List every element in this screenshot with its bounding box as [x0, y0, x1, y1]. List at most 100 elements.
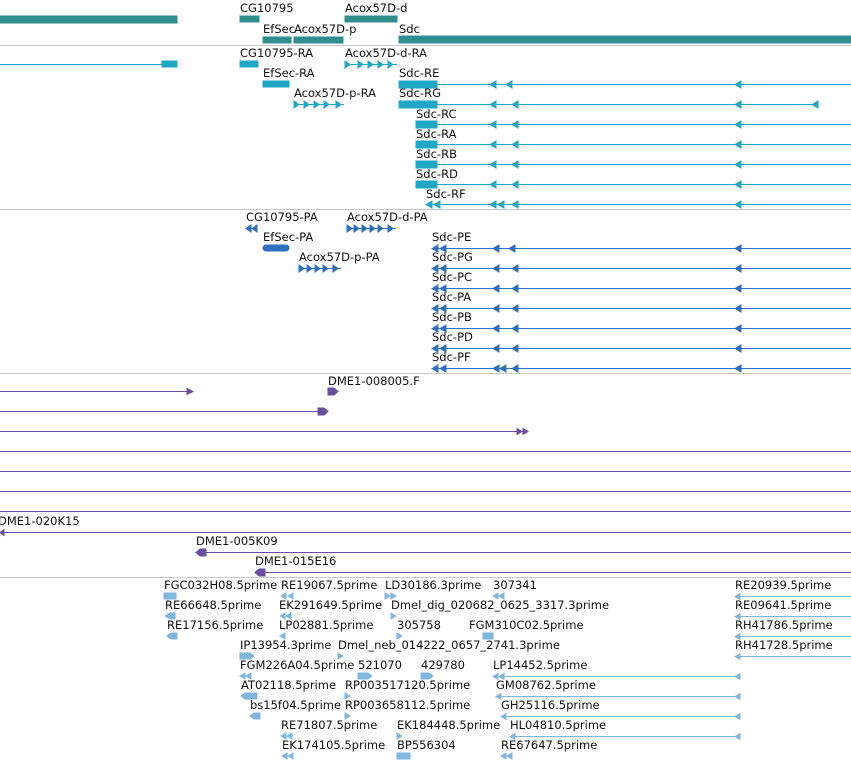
est-ek184448[interactable] [396, 732, 403, 740]
est-rp003658112[interactable] [344, 712, 351, 720]
protein-sdc-pf[interactable] [431, 364, 851, 373]
est-hl04810[interactable] [509, 732, 741, 741]
est-gm08762[interactable] [495, 692, 741, 701]
est-fgc032h08[interactable] [163, 592, 177, 600]
gene-label-acox57d-p: Acox57D-p [294, 22, 356, 36]
protein-sdc-pg[interactable] [431, 264, 851, 273]
est-label-fgm310c02: FGM310C02.5prime [469, 618, 584, 632]
est-rp003517120[interactable] [344, 692, 351, 700]
track-separators [0, 45, 851, 578]
est-label-429780: 429780 [421, 658, 465, 672]
transcript-sdc-ra[interactable] [415, 140, 851, 149]
transcript-left-exon[interactable] [161, 60, 178, 68]
est-dmel-neb[interactable] [337, 652, 344, 660]
est-label-307341: 307341 [493, 578, 537, 592]
est-label-ek184448: EK184448.5prime [397, 718, 500, 732]
est-ld30186[interactable] [384, 592, 397, 600]
transcript-sdc-rb[interactable] [415, 160, 851, 169]
est-label-bs15f04: bs15f04.5prime [250, 698, 341, 712]
gene-feature-left[interactable] [0, 15, 178, 24]
protein-cg10795-pa[interactable] [245, 224, 258, 233]
est-at02118[interactable] [240, 692, 258, 700]
est-re20939[interactable] [734, 592, 851, 601]
est-re19067[interactable] [280, 592, 294, 600]
gene-label-efsec: EfSec [263, 22, 295, 36]
est-gh25116[interactable] [500, 712, 741, 721]
gene-label-acox57d-d: Acox57D-d [345, 1, 407, 15]
protein-sdc-pa[interactable] [431, 304, 851, 313]
est-dmel-dig[interactable] [390, 612, 397, 620]
clone-feature-dme1-005k09[interactable] [195, 548, 851, 557]
est-re71807[interactable] [280, 732, 293, 740]
est-fgm310c02[interactable] [482, 632, 494, 640]
est-re09641[interactable] [734, 612, 851, 621]
est-305758[interactable] [396, 632, 403, 640]
est-rh41786[interactable] [734, 632, 851, 641]
gene-track: CG10795 EfSec Acox57D-p Acox57D-d Sdc [0, 1, 851, 44]
clone-label-dme1-015e16: DME1-015E16 [255, 554, 336, 568]
est-521070[interactable] [357, 672, 373, 680]
transcript-label-efsec-ra: EfSec-RA [263, 66, 315, 80]
est-label-re19067: RE19067.5prime [281, 578, 377, 592]
gene-feature-efsec[interactable] [262, 36, 292, 44]
protein-sdc-pd[interactable] [431, 344, 851, 353]
protein-sdc-pb[interactable] [431, 324, 851, 333]
transcript-label-acox57d-d-ra: Acox57D-d-RA [345, 46, 427, 60]
est-bs15f04[interactable] [249, 712, 261, 720]
est-ek174105[interactable] [281, 752, 294, 760]
est-re17156[interactable] [166, 632, 178, 640]
est-label-re20939: RE20939.5prime [735, 578, 831, 592]
est-label-lp02881: LP02881.5prime [279, 618, 373, 632]
transcript-sdc-re[interactable] [398, 80, 851, 89]
protein-acox57d-p-pa[interactable] [298, 264, 341, 273]
clone-feature-3[interactable] [0, 427, 529, 436]
est-label-hl04810: HL04810.5prime [510, 718, 606, 732]
est-fgm226a04[interactable] [239, 672, 252, 680]
est-429780[interactable] [420, 672, 434, 680]
transcript-cg10795-ra[interactable] [239, 60, 259, 68]
protein-label-sdc-pb: Sdc-PB [432, 310, 472, 324]
gene-feature-sdc[interactable] [398, 35, 851, 44]
gene-feature-acox57d-d[interactable] [344, 15, 398, 23]
transcript-efsec-ra[interactable] [262, 80, 290, 88]
transcript-sdc-rd[interactable] [415, 180, 851, 189]
transcript-acox57d-d-ra[interactable] [344, 60, 397, 69]
est-label-ip13954: IP13954.3prime [240, 638, 331, 652]
protein-track: CG10795-PA Acox57D-d-PA EfSec-PA Acox57D… [245, 210, 851, 373]
transcript-label-sdc-rg: Sdc-RG [399, 86, 441, 100]
est-label-re09641: RE09641.5prime [735, 598, 831, 612]
transcript-sdc-rc[interactable] [415, 120, 851, 129]
clone-feature-dme1-020k15[interactable] [0, 528, 851, 537]
protein-label-acox57d-d-pa: Acox57D-d-PA [347, 210, 428, 224]
est-label-521070: 521070 [358, 658, 402, 672]
transcript-label-sdc-rf: Sdc-RF [426, 187, 466, 201]
protein-label-efsec-pa: EfSec-PA [263, 230, 313, 244]
est-lp14452[interactable] [492, 672, 741, 681]
clone-feature-1[interactable] [0, 387, 195, 396]
gene-feature-acox57d-p[interactable] [293, 36, 344, 44]
clone-feature-dme1-008005f[interactable] [327, 387, 339, 396]
gene-feature-cg10795[interactable] [239, 15, 260, 23]
est-label-at02118: AT02118.5prime [241, 678, 336, 692]
clone-feature-2[interactable] [0, 407, 329, 416]
est-label-ek174105: EK174105.5prime [282, 738, 385, 752]
est-bp556304[interactable] [396, 752, 411, 760]
protein-sdc-pe[interactable] [431, 244, 851, 253]
protein-sdc-pc[interactable] [431, 284, 851, 293]
est-lp02881[interactable] [279, 632, 286, 640]
est-rh41728[interactable] [734, 652, 851, 661]
est-307341[interactable] [492, 592, 505, 600]
est-re66648[interactable] [164, 612, 176, 620]
clone-feature-dme1-015e16[interactable] [254, 568, 851, 577]
est-ip13954[interactable] [239, 652, 255, 660]
transcript-sdc-rf[interactable] [425, 200, 851, 209]
est-ek291649[interactable] [279, 612, 292, 620]
transcript-label-sdc-ra: Sdc-RA [416, 127, 457, 141]
protein-efsec-pa[interactable] [262, 244, 290, 252]
est-label-re66648: RE66648.5prime [165, 598, 261, 612]
transcript-sdc-rg[interactable] [398, 100, 819, 109]
protein-acox57d-d-pa[interactable] [346, 224, 396, 233]
est-re67647[interactable] [500, 752, 513, 760]
transcript-acox57d-p-ra[interactable] [293, 100, 344, 109]
